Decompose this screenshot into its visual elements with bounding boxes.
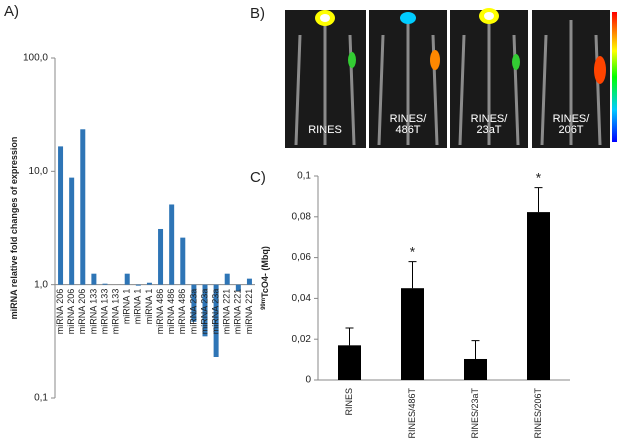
image-caption: 486T	[395, 124, 420, 136]
image-caption: RINES/	[471, 113, 509, 125]
image-caption: 206T	[558, 124, 583, 136]
x-tick-label: miRNA 206	[55, 289, 65, 335]
bar	[464, 358, 487, 380]
panel-label: B)	[250, 5, 265, 22]
bar	[246, 278, 252, 285]
x-tick-label: miRNA 221	[233, 289, 243, 335]
x-tick-label: RINES	[344, 388, 354, 416]
panel-label: A)	[4, 3, 19, 20]
x-tick-label: miRNA 206	[77, 289, 87, 335]
y-axis-label-superscript: 99m	[261, 298, 267, 310]
y-tick-label: 0,04	[292, 293, 312, 304]
bar	[58, 146, 64, 285]
x-tick-label: miRNA 133	[99, 289, 109, 335]
y-tick-label: 0,06	[292, 252, 312, 263]
scan-images	[285, 8, 617, 148]
bar	[401, 288, 424, 380]
y-tick-label: 0,08	[292, 211, 312, 222]
bar	[158, 228, 164, 285]
error-bar	[534, 187, 543, 213]
x-tick-label: miRNA 23a	[210, 289, 220, 335]
bar	[135, 284, 141, 286]
bar	[224, 273, 230, 285]
error-bar	[345, 327, 354, 346]
image-caption: RINES/	[390, 113, 428, 125]
y-axis-label: 99mTcO4- (Mbq)	[260, 246, 270, 310]
x-tick-label: miRNA 133	[88, 289, 98, 335]
image-caption: RINES	[308, 124, 342, 136]
bar	[191, 284, 197, 322]
y-axis-label: miRNA relative fold changes of expressio…	[9, 137, 19, 320]
bar	[169, 204, 175, 285]
bar	[180, 237, 186, 285]
x-tick-label: RINES/486T	[407, 388, 417, 438]
x-tick-label: miRNA 221	[222, 289, 232, 335]
x-tick-label: RINES/23aT	[470, 388, 480, 438]
error-bar	[408, 261, 417, 289]
bar	[102, 283, 108, 285]
y-axis-label-text: miRNA relative fold changes of expressio…	[9, 137, 19, 320]
bar	[338, 345, 361, 380]
x-tick-label: miRNA 206	[66, 289, 76, 335]
y-tick-label: 0	[305, 375, 311, 386]
bar	[91, 273, 97, 285]
x-tick-label: RINES/206T	[533, 388, 543, 438]
y-tick-label: 100,0	[23, 53, 48, 64]
x-tick-label: miRNA 23a	[188, 289, 198, 335]
significance-mark: *	[410, 243, 416, 259]
x-tick-label: miRNA 486	[155, 289, 165, 335]
x-tick-label: miRNA 1	[122, 289, 132, 325]
y-tick-label: 10,0	[29, 166, 49, 177]
x-tick-label: miRNA 1	[133, 289, 143, 325]
y-tick-label: 0,1	[34, 393, 48, 404]
x-tick-label: miRNA 221	[244, 289, 254, 335]
y-axis-label-text: TcO4- (Mbq)	[260, 246, 270, 298]
bar	[527, 212, 550, 380]
y-tick-label: 1,0	[34, 279, 48, 290]
y-tick-label: 0,02	[292, 334, 312, 345]
panel-label: C)	[250, 169, 266, 186]
bar	[69, 177, 75, 285]
x-tick-label: miRNA 23a	[199, 289, 209, 335]
bar	[146, 282, 152, 285]
image-caption: RINES/	[553, 113, 591, 125]
image-caption: 23aT	[476, 124, 501, 136]
bar	[80, 129, 86, 285]
significance-mark: *	[536, 169, 542, 185]
x-tick-label: miRNA 486	[177, 289, 187, 335]
x-tick-label: miRNA 133	[110, 289, 120, 335]
x-tick-label: miRNA 486	[166, 289, 176, 335]
bar	[235, 284, 241, 292]
bar	[202, 284, 208, 337]
x-tick-label: miRNA 1	[144, 289, 154, 325]
bar	[213, 284, 219, 358]
y-tick-label: 0,1	[297, 171, 311, 182]
error-bar	[471, 340, 480, 359]
bar	[124, 273, 130, 285]
